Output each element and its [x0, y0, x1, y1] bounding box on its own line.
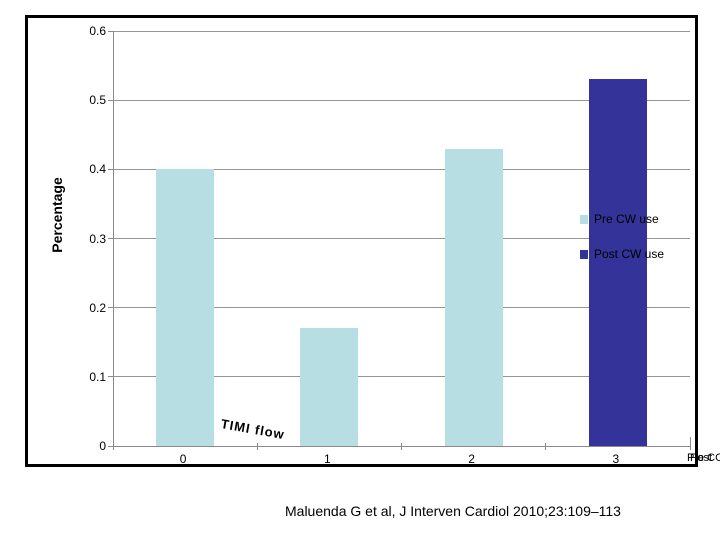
y-axis-tick	[108, 376, 113, 378]
gridline	[113, 238, 690, 239]
legend-item-post-cw: Post CW use	[580, 247, 664, 261]
y-tick-label: 0.4	[89, 162, 106, 177]
y-tick-label: 0.1	[89, 369, 106, 384]
gridline	[113, 99, 690, 101]
x-category-label: 0	[179, 452, 187, 466]
legend-item-pre-cw: Pre CW use	[580, 212, 664, 226]
y-tick-label: 0.6	[89, 24, 106, 38]
y-axis-tick	[108, 99, 113, 101]
bar-2-pre	[444, 148, 503, 446]
y-axis-tick	[108, 168, 113, 170]
y-axis-tick	[108, 445, 113, 447]
x-category-label: 2	[468, 452, 475, 466]
legend-swatch-pre-cw	[580, 214, 588, 224]
chart-border-frame	[25, 15, 698, 467]
clipped-label-post: Post C	[690, 452, 720, 464]
gridline	[113, 307, 690, 309]
x-axis-tick	[401, 443, 402, 450]
x-axis-end-stub	[689, 437, 691, 446]
y-tick-label: 0.2	[89, 300, 106, 315]
x-axis-tick	[545, 443, 547, 450]
x-axis-tick	[256, 443, 258, 450]
y-tick-label: 0	[99, 439, 106, 453]
gridline	[113, 30, 690, 32]
citation-text: Maluenda G et al, J Interven Cardiol 201…	[285, 503, 621, 519]
x-category-label: 1	[324, 452, 331, 466]
y-tick-label: 0.5	[89, 93, 106, 108]
y-axis-line	[113, 31, 114, 447]
legend-swatch-post-cw	[580, 249, 588, 259]
x-axis-tick	[689, 443, 691, 450]
bar-3-post	[588, 79, 647, 446]
bar-0-pre	[156, 169, 215, 446]
x-category-label: 3	[612, 452, 620, 466]
gridline	[113, 376, 690, 378]
x-axis-tick	[112, 443, 114, 450]
bar-1-pre	[300, 328, 359, 446]
clipped-label-pre: Pre C	[687, 452, 716, 464]
y-axis-tick	[108, 307, 113, 309]
y-axis-tick	[108, 238, 113, 239]
legend-label-post-cw: Post CW use	[594, 247, 665, 261]
gridline	[113, 168, 690, 170]
y-axis-title: Percentage	[49, 177, 65, 253]
legend-label-pre-cw: Pre CW use	[594, 212, 659, 226]
y-tick-label: 0.3	[89, 231, 106, 246]
y-axis-tick	[108, 30, 113, 32]
legend: Pre CW use Post CW use	[580, 212, 664, 261]
